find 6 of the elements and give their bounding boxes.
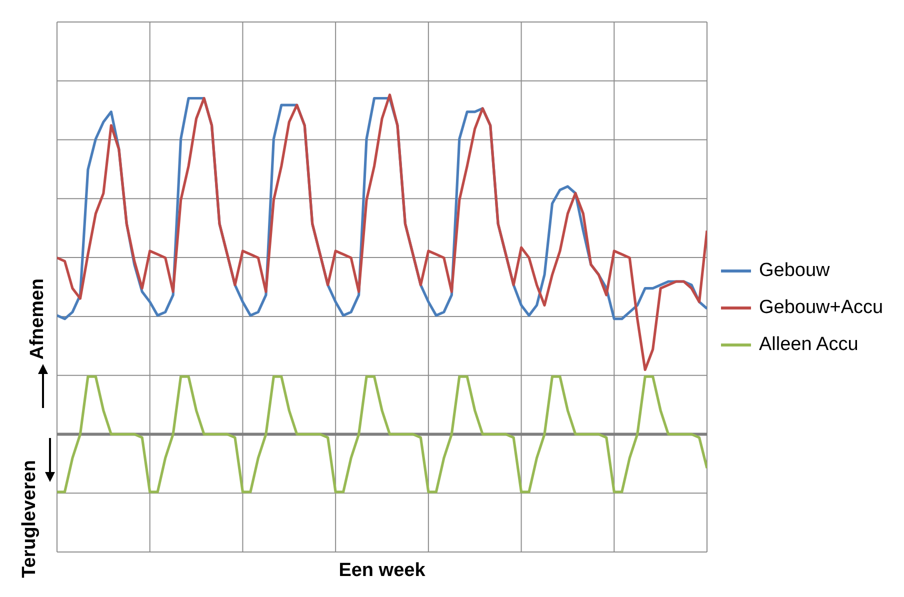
- legend-label: Gebouw: [759, 260, 830, 282]
- y-axis-title: Afnemen: [27, 277, 49, 362]
- text: Terugleveren: [19, 459, 41, 580]
- legend-label: Alleen Accu: [759, 334, 858, 356]
- legend-label: Gebouw+Accu: [759, 296, 884, 318]
- x-axis-title: Een week: [338, 560, 426, 582]
